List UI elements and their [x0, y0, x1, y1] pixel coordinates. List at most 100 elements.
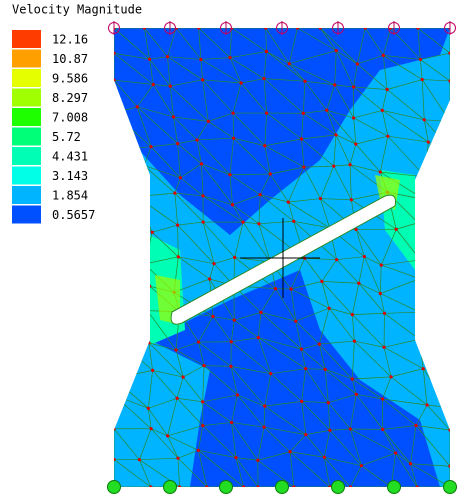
- mesh-edge: [417, 199, 425, 223]
- mesh-edge: [301, 401, 331, 431]
- mesh-node: [149, 145, 153, 149]
- mesh-edge: [182, 376, 203, 403]
- mesh-node: [114, 224, 116, 228]
- mesh-edge: [410, 425, 417, 464]
- mesh-edge: [169, 86, 174, 117]
- mesh-edge: [335, 134, 351, 165]
- mesh-edge: [231, 394, 238, 423]
- mesh-edge: [263, 78, 304, 114]
- mesh-edge: [263, 406, 266, 428]
- legend-swatch: [12, 147, 41, 165]
- mesh-edge: [379, 136, 389, 173]
- mesh-edge: [321, 281, 359, 284]
- mesh-node: [379, 263, 383, 267]
- mesh-edge: [352, 312, 385, 315]
- mesh-edge: [383, 55, 421, 60]
- mesh-edge: [167, 28, 177, 57]
- mesh-edge: [230, 320, 235, 342]
- mesh-node: [212, 262, 216, 266]
- mesh-edge: [177, 225, 179, 257]
- mesh-edge: [234, 312, 262, 321]
- mesh-edge: [326, 110, 357, 145]
- mesh-edge: [197, 425, 204, 451]
- mesh-edge: [167, 425, 203, 437]
- mesh-node: [206, 119, 210, 123]
- mesh-node: [448, 202, 450, 206]
- mesh-edge: [380, 229, 397, 266]
- mesh-edge: [380, 293, 420, 313]
- mesh-node: [328, 428, 332, 432]
- mesh-node: [421, 367, 425, 371]
- mesh-node: [333, 83, 337, 87]
- mesh-edge: [167, 435, 179, 459]
- mesh-edge: [114, 149, 145, 166]
- mesh-edge: [114, 336, 149, 344]
- mesh-node: [135, 105, 139, 109]
- mesh-edge: [170, 85, 209, 122]
- mesh-edge: [384, 311, 420, 314]
- mesh-edge: [333, 164, 351, 167]
- mesh-node: [350, 313, 354, 317]
- mesh-edge: [289, 50, 337, 65]
- mesh-edge: [114, 259, 145, 265]
- mesh-edge: [303, 112, 337, 136]
- mesh-edge: [198, 450, 244, 487]
- mesh-node: [357, 281, 361, 285]
- mesh-edge: [270, 373, 302, 402]
- mesh-edge: [264, 405, 307, 435]
- mesh-edge: [152, 84, 174, 118]
- mesh-edge: [114, 225, 145, 265]
- mesh-node: [229, 340, 233, 344]
- mesh-edge: [420, 59, 450, 82]
- mesh-edge: [144, 256, 179, 265]
- mesh-edge: [114, 79, 154, 85]
- mesh-node: [448, 233, 450, 237]
- mesh-edge: [212, 316, 232, 343]
- mesh-edge: [180, 177, 204, 197]
- mesh-edge: [209, 263, 215, 280]
- mesh-edge: [420, 259, 450, 285]
- mesh-node: [142, 28, 146, 30]
- mesh-edge: [301, 343, 320, 350]
- mesh-node: [303, 79, 307, 83]
- legend: 12.16 10.87 9.586 8.297 7.008 5.72 4.431 3.143 1…: [12, 30, 95, 224]
- mesh-node: [197, 28, 201, 30]
- mesh-edge: [390, 376, 428, 406]
- mesh-edge: [295, 307, 330, 322]
- mesh-edge: [258, 337, 302, 350]
- mesh-node: [448, 305, 450, 309]
- mesh-node: [292, 219, 296, 223]
- legend-label: 1.854: [52, 189, 88, 203]
- mesh-edge: [198, 341, 205, 366]
- mesh-edge: [356, 393, 383, 400]
- mesh-node: [137, 458, 142, 462]
- mesh-edge: [288, 28, 298, 64]
- mesh-edge: [417, 28, 421, 60]
- mesh-edge: [289, 434, 307, 452]
- mesh-node: [388, 28, 393, 30]
- mesh-node: [394, 227, 398, 231]
- mesh-edge: [415, 425, 450, 467]
- mesh-node: [418, 258, 423, 262]
- mesh-node: [176, 142, 180, 146]
- legend-swatch: [12, 88, 41, 107]
- mesh-node: [301, 111, 305, 115]
- mesh-node: [334, 49, 338, 53]
- mesh-edge: [148, 342, 153, 371]
- mesh-edge: [114, 165, 145, 174]
- mesh-edge: [263, 51, 267, 79]
- mesh-edge: [289, 63, 335, 86]
- legend-swatch: [12, 186, 41, 204]
- mesh-node: [448, 79, 450, 83]
- mesh-edge: [230, 366, 271, 375]
- mesh-node: [264, 49, 269, 54]
- mesh-edge: [114, 459, 152, 487]
- mesh-node: [114, 171, 116, 175]
- mesh-edge: [202, 195, 244, 223]
- mesh-edge: [357, 55, 384, 65]
- mesh-edge: [324, 456, 362, 467]
- mesh-edge: [323, 457, 331, 487]
- fixed-node: [163, 480, 177, 494]
- mesh-edge: [150, 143, 178, 148]
- mesh-node: [231, 111, 235, 115]
